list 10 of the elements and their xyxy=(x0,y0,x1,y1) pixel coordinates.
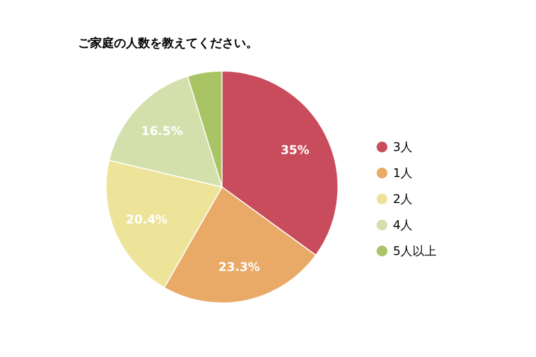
data-label: 23.3% xyxy=(218,260,260,274)
legend-label: 2人 xyxy=(393,192,413,206)
data-label: 35% xyxy=(280,142,310,157)
legend-label: 4人 xyxy=(393,218,413,232)
legend-label: 3人 xyxy=(393,140,413,154)
chart-title: ご家庭の人数を教えてください。 xyxy=(78,36,258,50)
legend-label: 5人以上 xyxy=(393,244,437,258)
legend-label: 1人 xyxy=(393,166,413,180)
data-label: 16.5% xyxy=(141,124,183,138)
data-label: 20.4% xyxy=(126,212,168,227)
